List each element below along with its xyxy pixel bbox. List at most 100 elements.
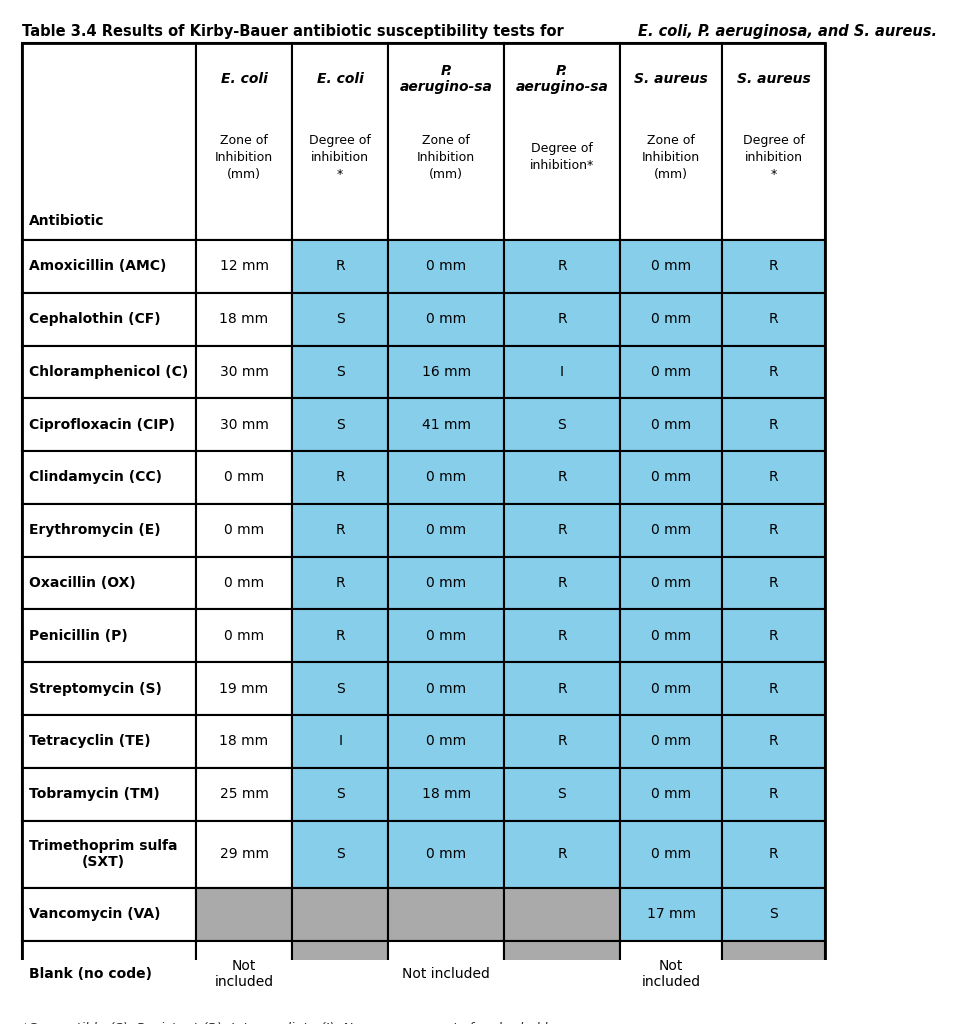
Text: R: R [335, 629, 345, 643]
Bar [388, 663, 504, 715]
Bar [196, 941, 292, 1008]
Bar [504, 663, 620, 715]
Text: Ciprofloxacin (CIP): Ciprofloxacin (CIP) [29, 418, 176, 432]
Text: R: R [335, 259, 345, 273]
Text: Degree of
inhibition
*: Degree of inhibition * [309, 134, 371, 181]
Text: 0 mm: 0 mm [224, 523, 264, 538]
Text: R: R [768, 312, 778, 326]
Bar [22, 345, 196, 398]
Bar [196, 888, 292, 941]
Text: 29 mm: 29 mm [219, 847, 268, 861]
Text: 12 mm: 12 mm [219, 259, 268, 273]
Text: R: R [557, 847, 566, 861]
Text: R: R [768, 629, 778, 643]
Bar [504, 609, 620, 663]
Bar [22, 663, 196, 715]
Bar [22, 43, 196, 240]
Text: R: R [768, 847, 778, 861]
Bar [196, 768, 292, 820]
Bar [292, 663, 388, 715]
Bar [22, 941, 196, 1008]
Bar [620, 398, 722, 452]
Text: Zone of
Inhibition
(mm): Zone of Inhibition (mm) [417, 134, 475, 181]
Bar [292, 240, 388, 293]
Text: 25 mm: 25 mm [219, 787, 268, 801]
Bar [504, 888, 620, 941]
Bar [22, 452, 196, 504]
Bar [722, 398, 825, 452]
Bar [22, 768, 196, 820]
Text: Tobramycin (TM): Tobramycin (TM) [29, 787, 160, 801]
Bar [292, 557, 388, 609]
Text: 0 mm: 0 mm [426, 470, 466, 484]
Text: E. coli: E. coli [317, 72, 364, 86]
Text: S: S [335, 312, 344, 326]
Bar [722, 345, 825, 398]
Bar [22, 504, 196, 557]
Bar [196, 820, 292, 888]
Bar [22, 557, 196, 609]
Bar [620, 663, 722, 715]
Bar [196, 293, 292, 345]
Text: Oxacillin (OX): Oxacillin (OX) [29, 577, 136, 590]
Bar [196, 43, 292, 240]
Bar [504, 240, 620, 293]
Text: S: S [769, 907, 778, 922]
Text: Streptomycin (S): Streptomycin (S) [29, 682, 162, 695]
Bar [722, 820, 825, 888]
Bar [22, 609, 196, 663]
Text: 0 mm: 0 mm [651, 418, 691, 432]
Text: 18 mm: 18 mm [219, 734, 268, 749]
Bar [620, 941, 722, 1008]
Text: 0 mm: 0 mm [651, 682, 691, 695]
Text: 0 mm: 0 mm [426, 629, 466, 643]
Text: S: S [335, 847, 344, 861]
Text: 0 mm: 0 mm [651, 312, 691, 326]
Bar [388, 820, 504, 888]
Bar [504, 43, 620, 240]
Bar [620, 43, 722, 240]
Bar [722, 768, 825, 820]
Bar [196, 557, 292, 609]
Bar [722, 888, 825, 941]
Bar [722, 43, 825, 240]
Bar [504, 941, 620, 1008]
Text: Not included: Not included [403, 967, 490, 981]
Text: 0 mm: 0 mm [224, 470, 264, 484]
Bar [388, 715, 504, 768]
Text: R: R [768, 259, 778, 273]
Bar [504, 820, 620, 888]
Bar [388, 941, 504, 1008]
Text: 18 mm: 18 mm [219, 312, 268, 326]
Text: R: R [557, 682, 566, 695]
Bar [504, 715, 620, 768]
Text: R: R [768, 470, 778, 484]
Bar [722, 941, 825, 1008]
Text: Vancomycin (VA): Vancomycin (VA) [29, 907, 161, 922]
Bar [620, 345, 722, 398]
Text: R: R [557, 523, 566, 538]
Bar [22, 240, 196, 293]
Bar [388, 888, 504, 941]
Bar [388, 768, 504, 820]
Text: P.
aerugino­sa: P. aerugino­sa [516, 63, 608, 94]
Text: R: R [557, 312, 566, 326]
Text: 30 mm: 30 mm [219, 365, 268, 379]
Text: 19 mm: 19 mm [219, 682, 268, 695]
Text: S: S [558, 787, 566, 801]
Text: Tetracyclin (TE): Tetracyclin (TE) [29, 734, 151, 749]
Bar [504, 345, 620, 398]
Bar [196, 609, 292, 663]
Bar [620, 715, 722, 768]
Bar [722, 452, 825, 504]
Text: R: R [335, 577, 345, 590]
Bar [196, 715, 292, 768]
Bar [292, 293, 388, 345]
Text: 0 mm: 0 mm [426, 847, 466, 861]
Bar [292, 452, 388, 504]
Text: *Susceptible (S), Resistant (R), Intermediate (I). No measurements for shaded bo: *Susceptible (S), Resistant (R), Interme… [22, 1022, 588, 1024]
Text: R: R [557, 470, 566, 484]
Bar [292, 941, 388, 1008]
Bar [722, 557, 825, 609]
Bar [22, 293, 196, 345]
